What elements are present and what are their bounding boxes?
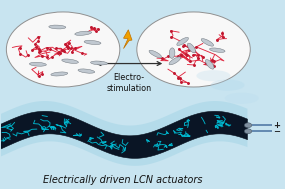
Ellipse shape [169, 57, 181, 65]
Circle shape [137, 12, 250, 87]
Polygon shape [123, 30, 132, 49]
Circle shape [244, 123, 252, 128]
Ellipse shape [225, 93, 259, 104]
Ellipse shape [29, 62, 46, 66]
Ellipse shape [49, 25, 66, 29]
Ellipse shape [177, 37, 188, 46]
Ellipse shape [78, 69, 95, 73]
Circle shape [244, 129, 252, 134]
Ellipse shape [169, 48, 175, 58]
Ellipse shape [91, 61, 107, 65]
Ellipse shape [209, 48, 225, 52]
Ellipse shape [205, 60, 214, 69]
Polygon shape [1, 111, 247, 158]
Ellipse shape [51, 72, 68, 76]
Ellipse shape [84, 40, 101, 45]
Ellipse shape [211, 80, 245, 91]
Polygon shape [1, 101, 247, 166]
Circle shape [6, 12, 120, 87]
Ellipse shape [149, 50, 162, 58]
Ellipse shape [75, 31, 91, 35]
Text: +: + [273, 121, 280, 130]
Text: Electro-
stimulation: Electro- stimulation [106, 73, 151, 93]
Ellipse shape [201, 39, 213, 46]
Ellipse shape [187, 43, 196, 53]
Text: Electrically driven LCN actuators: Electrically driven LCN actuators [43, 175, 202, 184]
Ellipse shape [62, 59, 78, 63]
Text: −: − [273, 127, 280, 136]
Ellipse shape [196, 70, 230, 81]
